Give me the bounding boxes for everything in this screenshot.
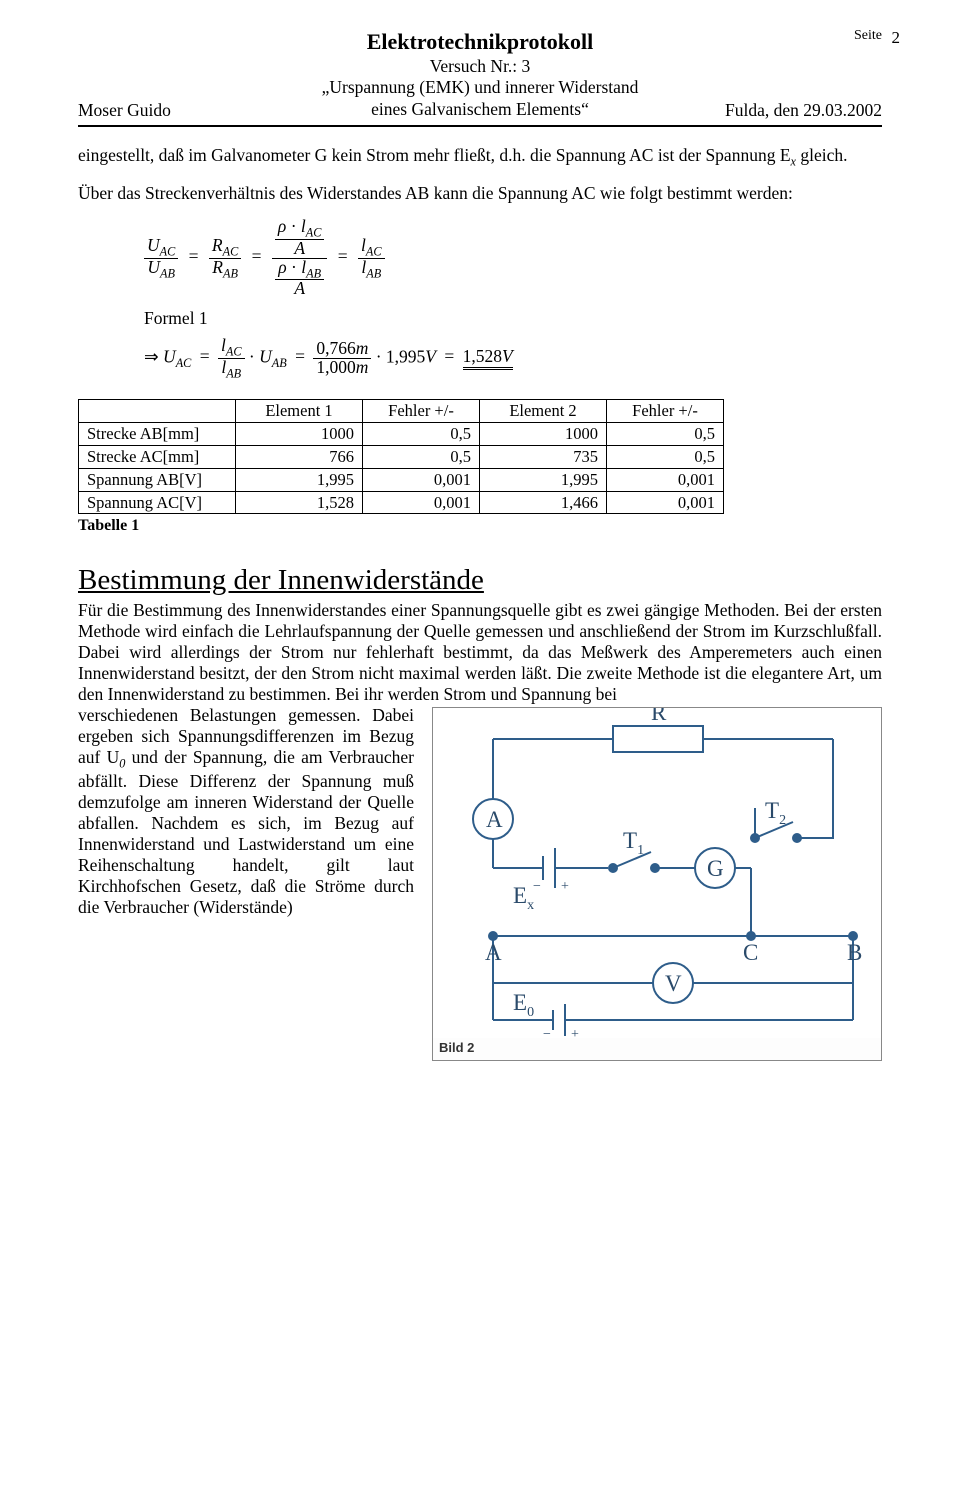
- svg-text:+: +: [561, 879, 569, 894]
- label-V: V: [665, 971, 682, 996]
- table-header: [79, 400, 236, 423]
- svg-text:−: −: [543, 1027, 551, 1038]
- date: Fulda, den 29.03.2002: [725, 100, 882, 121]
- section-heading: Bestimmung der Innenwiderstände: [78, 563, 882, 598]
- table-header: Element 2: [480, 400, 607, 423]
- page-number: 2: [892, 28, 901, 48]
- table-cell: 0,5: [607, 445, 724, 468]
- table-cell: 1000: [480, 423, 607, 446]
- paragraph-2: Über das Streckenverhältnis des Widersta…: [78, 183, 882, 204]
- table-cell: 0,5: [363, 423, 480, 446]
- row-label: Strecke AB[mm]: [79, 423, 236, 446]
- doc-title: Elektrotechnikprotokoll: [78, 28, 882, 56]
- page-label: Seite: [854, 28, 882, 45]
- table-cell: 1,528: [236, 491, 363, 514]
- label-G: G: [707, 856, 724, 881]
- table-header: Element 1: [236, 400, 363, 423]
- table-row: Spannung AC[V]1,5280,0011,4660,001: [79, 491, 724, 514]
- table-cell: 1,995: [480, 468, 607, 491]
- circuit-figure: R A T2 Ex T1 G A C B V E0 − + − +: [432, 707, 882, 1061]
- table-cell: 0,001: [607, 491, 724, 514]
- svg-text:−: −: [533, 879, 541, 894]
- doc-subtitle-1: Versuch Nr.: 3: [78, 56, 882, 78]
- row-label: Strecke AC[mm]: [79, 445, 236, 468]
- table-cell: 735: [480, 445, 607, 468]
- formula-block: UACUAB = RACRAB = ρ · lACA ρ · lABA = lA…: [144, 218, 882, 379]
- paragraph-3: Für die Bestimmung des Innenwiderstandes…: [78, 600, 882, 705]
- row-label: Spannung AC[V]: [79, 491, 236, 514]
- table-header: Fehler +/-: [607, 400, 724, 423]
- label-A: A: [485, 940, 502, 965]
- label-C: C: [743, 940, 758, 965]
- table-cell: 0,5: [363, 445, 480, 468]
- doc-subtitle-2: „Urspannung (EMK) und innerer Widerstand: [78, 77, 882, 99]
- label-A-meter: A: [486, 807, 503, 832]
- paragraph-1: eingestellt, daß im Galvanometer G kein …: [78, 145, 882, 169]
- table-cell: 0,001: [607, 468, 724, 491]
- table-cell: 1000: [236, 423, 363, 446]
- figure-caption: Bild 2: [433, 1038, 881, 1060]
- table-cell: 766: [236, 445, 363, 468]
- table-cell: 0,5: [607, 423, 724, 446]
- results-table: Element 1Fehler +/-Element 2Fehler +/- S…: [78, 399, 724, 514]
- table-cell: 0,001: [363, 468, 480, 491]
- table-header: Fehler +/-: [363, 400, 480, 423]
- table-cell: 1,995: [236, 468, 363, 491]
- circuit-diagram-icon: R A T2 Ex T1 G A C B V E0 − + − +: [433, 708, 881, 1038]
- row-label: Spannung AB[V]: [79, 468, 236, 491]
- table-row: Strecke AC[mm]7660,57350,5: [79, 445, 724, 468]
- table-cell: 1,466: [480, 491, 607, 514]
- page-header: Seite 2 Elektrotechnikprotokoll Versuch …: [78, 28, 882, 127]
- svg-text:+: +: [571, 1027, 579, 1038]
- author: Moser Guido: [78, 100, 171, 121]
- label-R: R: [651, 708, 667, 725]
- table-row: Spannung AB[V]1,9950,0011,9950,001: [79, 468, 724, 491]
- table-row: Strecke AB[mm]10000,510000,5: [79, 423, 724, 446]
- two-column-wrap: R A T2 Ex T1 G A C B V E0 − + − +: [78, 705, 882, 1061]
- formula-label: Formel 1: [144, 308, 882, 329]
- table-cell: 0,001: [363, 491, 480, 514]
- table-caption: Tabelle 1: [78, 516, 882, 535]
- label-B: B: [847, 940, 862, 965]
